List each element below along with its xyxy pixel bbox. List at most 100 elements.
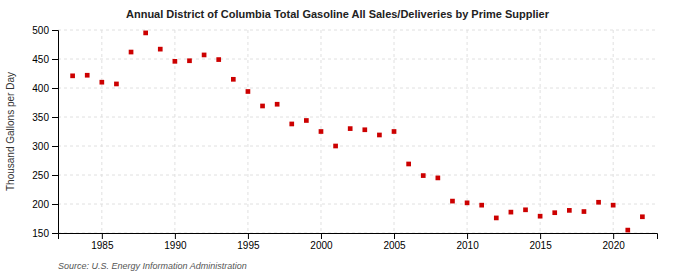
tick: 2005 bbox=[383, 233, 406, 251]
point bbox=[143, 31, 148, 36]
grid-line bbox=[58, 175, 657, 176]
tick-mark bbox=[52, 59, 58, 60]
grid-line bbox=[247, 30, 248, 233]
point bbox=[377, 133, 382, 138]
tick-mark bbox=[248, 233, 249, 239]
axis-line bbox=[59, 234, 658, 240]
tick-label: 2015 bbox=[529, 240, 552, 251]
tick: 1995 bbox=[237, 233, 260, 251]
tick-label: 1995 bbox=[237, 240, 260, 251]
point bbox=[465, 200, 470, 205]
point bbox=[114, 82, 119, 87]
title: Annual District of Columbia Total Gasoli… bbox=[126, 8, 550, 20]
point bbox=[523, 207, 528, 212]
point bbox=[70, 73, 75, 78]
grid-line bbox=[58, 30, 657, 31]
point bbox=[625, 228, 630, 233]
tick-label: 450 bbox=[32, 54, 49, 65]
y-axis: 150 200 250 300 350 400 450 500 bbox=[32, 25, 58, 239]
tick: 300 bbox=[32, 141, 58, 152]
point bbox=[202, 53, 207, 58]
chart: 1985199019952000200520102015202015020025… bbox=[0, 0, 675, 275]
plot: 1985199019952000200520102015202015020025… bbox=[32, 25, 657, 251]
point bbox=[216, 57, 221, 62]
point bbox=[611, 203, 616, 208]
tick: 350 bbox=[32, 112, 58, 123]
tick-label: 300 bbox=[32, 141, 49, 152]
grid-line bbox=[101, 30, 102, 233]
point bbox=[567, 208, 572, 213]
tick-mark bbox=[52, 88, 58, 89]
grid-line bbox=[540, 30, 541, 233]
point bbox=[333, 144, 338, 149]
point bbox=[348, 126, 353, 131]
tick-mark bbox=[52, 146, 58, 147]
point bbox=[246, 89, 251, 94]
point bbox=[640, 214, 645, 219]
x-axis: 19851990199520002005201020152020 bbox=[59, 233, 658, 251]
tick-mark bbox=[175, 233, 176, 239]
tick-mark bbox=[613, 233, 614, 239]
source-note: Source: U.S. Energy Information Administ… bbox=[58, 261, 247, 271]
tick: 400 bbox=[32, 83, 58, 94]
tick-mark bbox=[321, 233, 322, 239]
tick: 250 bbox=[32, 170, 58, 181]
point bbox=[392, 129, 397, 134]
tick-label: 250 bbox=[32, 170, 49, 181]
grid-line bbox=[58, 59, 657, 60]
y-axis-title: Thousand Gallons per Day bbox=[5, 72, 16, 191]
point bbox=[582, 209, 587, 214]
tick-mark bbox=[52, 30, 58, 31]
point bbox=[509, 210, 514, 215]
point bbox=[85, 73, 90, 78]
tick: 2000 bbox=[310, 233, 333, 251]
point bbox=[289, 122, 294, 127]
grid-line bbox=[58, 88, 657, 89]
point bbox=[552, 210, 557, 215]
tick-mark bbox=[540, 233, 541, 239]
tick-label: 150 bbox=[32, 228, 49, 239]
tick-mark bbox=[394, 233, 395, 239]
point bbox=[304, 118, 309, 123]
tick-mark bbox=[102, 233, 103, 239]
points bbox=[70, 31, 644, 233]
grid-line bbox=[613, 30, 614, 233]
grid-line bbox=[58, 204, 657, 205]
tick: 1990 bbox=[164, 233, 187, 251]
tick-label: 2005 bbox=[383, 240, 406, 251]
tick-label: 2000 bbox=[310, 240, 333, 251]
tick: 150 bbox=[32, 228, 58, 239]
tick: 200 bbox=[32, 199, 58, 210]
tick: 2010 bbox=[456, 233, 479, 251]
tick-mark bbox=[52, 175, 58, 176]
tick-label: 2020 bbox=[603, 240, 626, 251]
point bbox=[538, 214, 543, 219]
axis-line bbox=[52, 31, 59, 234]
point bbox=[231, 77, 236, 82]
tick-label: 350 bbox=[32, 112, 49, 123]
point bbox=[494, 216, 499, 221]
grid-line bbox=[58, 146, 657, 147]
tick: 2020 bbox=[603, 233, 626, 251]
tick-mark bbox=[52, 117, 58, 118]
point bbox=[173, 59, 178, 64]
point bbox=[319, 129, 324, 134]
tick: 450 bbox=[32, 54, 58, 65]
grid-line bbox=[58, 117, 657, 118]
tick: 500 bbox=[32, 25, 58, 36]
point bbox=[479, 203, 484, 208]
tick-mark bbox=[52, 233, 58, 234]
tick-label: 200 bbox=[32, 199, 49, 210]
point bbox=[406, 162, 411, 167]
tick-label: 500 bbox=[32, 25, 49, 36]
tick-label: 400 bbox=[32, 83, 49, 94]
point bbox=[436, 176, 441, 181]
point bbox=[450, 199, 455, 204]
point bbox=[99, 80, 104, 85]
point bbox=[187, 58, 192, 63]
point bbox=[421, 173, 426, 178]
point bbox=[275, 102, 280, 107]
tick-label: 2010 bbox=[456, 240, 479, 251]
grid bbox=[58, 30, 657, 233]
tick-label: 1990 bbox=[164, 240, 187, 251]
